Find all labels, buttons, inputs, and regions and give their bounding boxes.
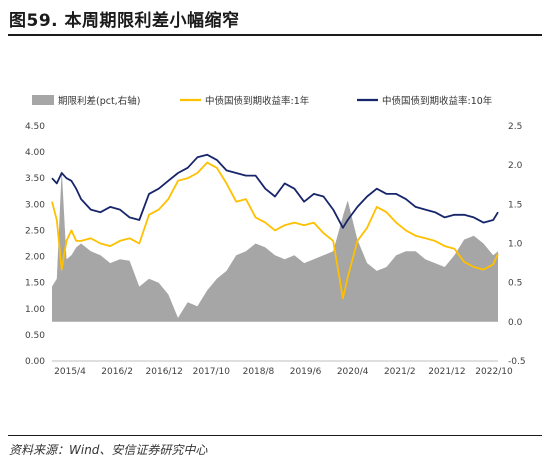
- right-axis-tick-label: -0.5: [508, 357, 526, 367]
- left-axis-tick-label: 4.50: [25, 122, 45, 132]
- legend-label-spread: 期限利差(pct,右轴): [58, 95, 140, 107]
- right-axis-tick-label: 0.5: [508, 279, 522, 289]
- left-axis-tick-label: 0.50: [25, 331, 45, 341]
- legend-label-1y: 中债国债到期收益率:1年: [205, 95, 310, 107]
- series-10y-yield-line: [51, 153, 499, 229]
- left-axis-tick-label: 4.00: [25, 148, 45, 158]
- source-divider: [8, 435, 542, 436]
- right-axis-tick-label: 0.0: [508, 318, 523, 328]
- x-axis-tick-label: 2017/10: [193, 367, 231, 377]
- legend: 期限利差(pct,右轴) 中债国债到期收益率:1年 中债国债到期收益率:10年: [32, 95, 493, 107]
- axes-layer: 0.00 0.50 1.00 1.50 2.00 2.50 3.00 3.50 4.00 4.50…: [25, 122, 526, 377]
- spread-area-layer: [52, 169, 498, 322]
- source-note: 资料来源：Wind、安信证券研究中心: [9, 443, 208, 457]
- x-axis-tick-label: 2020/4: [337, 367, 369, 377]
- left-axis-tick-label: 1.50: [25, 279, 45, 289]
- legend-label-10y: 中债国债到期收益率:10年: [382, 95, 493, 107]
- x-axis-tick-label: 2019/6: [290, 367, 322, 377]
- yield-lines-layer: [51, 153, 499, 300]
- x-axis-tick-label: 2021/12: [428, 367, 465, 377]
- left-axis-tick-label: 1.00: [25, 305, 45, 315]
- x-axis-tick-label: 2015/4: [54, 367, 86, 377]
- left-axis-tick-label: 2.00: [25, 253, 45, 263]
- x-axis-tick-label: 2022/10: [475, 367, 513, 377]
- x-axis-tick-label: 2016/2: [101, 367, 133, 377]
- right-axis-tick-label: 2.5: [508, 122, 522, 132]
- title-divider: [8, 34, 542, 36]
- x-axis-tick-label: 2018/8: [243, 367, 275, 377]
- right-axis-tick-label: 2.0: [508, 161, 523, 171]
- right-axis-tick-label: 1.0: [508, 240, 523, 250]
- x-axis-tick-label: 2021/2: [384, 367, 416, 377]
- left-axis-tick-label: 3.50: [25, 174, 45, 184]
- x-axis-tick-label: 2016/12: [146, 367, 183, 377]
- page-title: 图59. 本周期限利差小幅缩窄: [9, 11, 240, 31]
- left-axis-tick-label: 0.00: [25, 357, 45, 367]
- series-1y-yield-line: [51, 161, 499, 300]
- left-axis-tick-label: 3.00: [25, 200, 45, 210]
- series-spread-area: [52, 169, 498, 322]
- legend-swatch-spread: [32, 95, 54, 105]
- right-axis-tick-label: 1.5: [508, 200, 522, 210]
- left-axis-tick-label: 2.50: [25, 226, 45, 236]
